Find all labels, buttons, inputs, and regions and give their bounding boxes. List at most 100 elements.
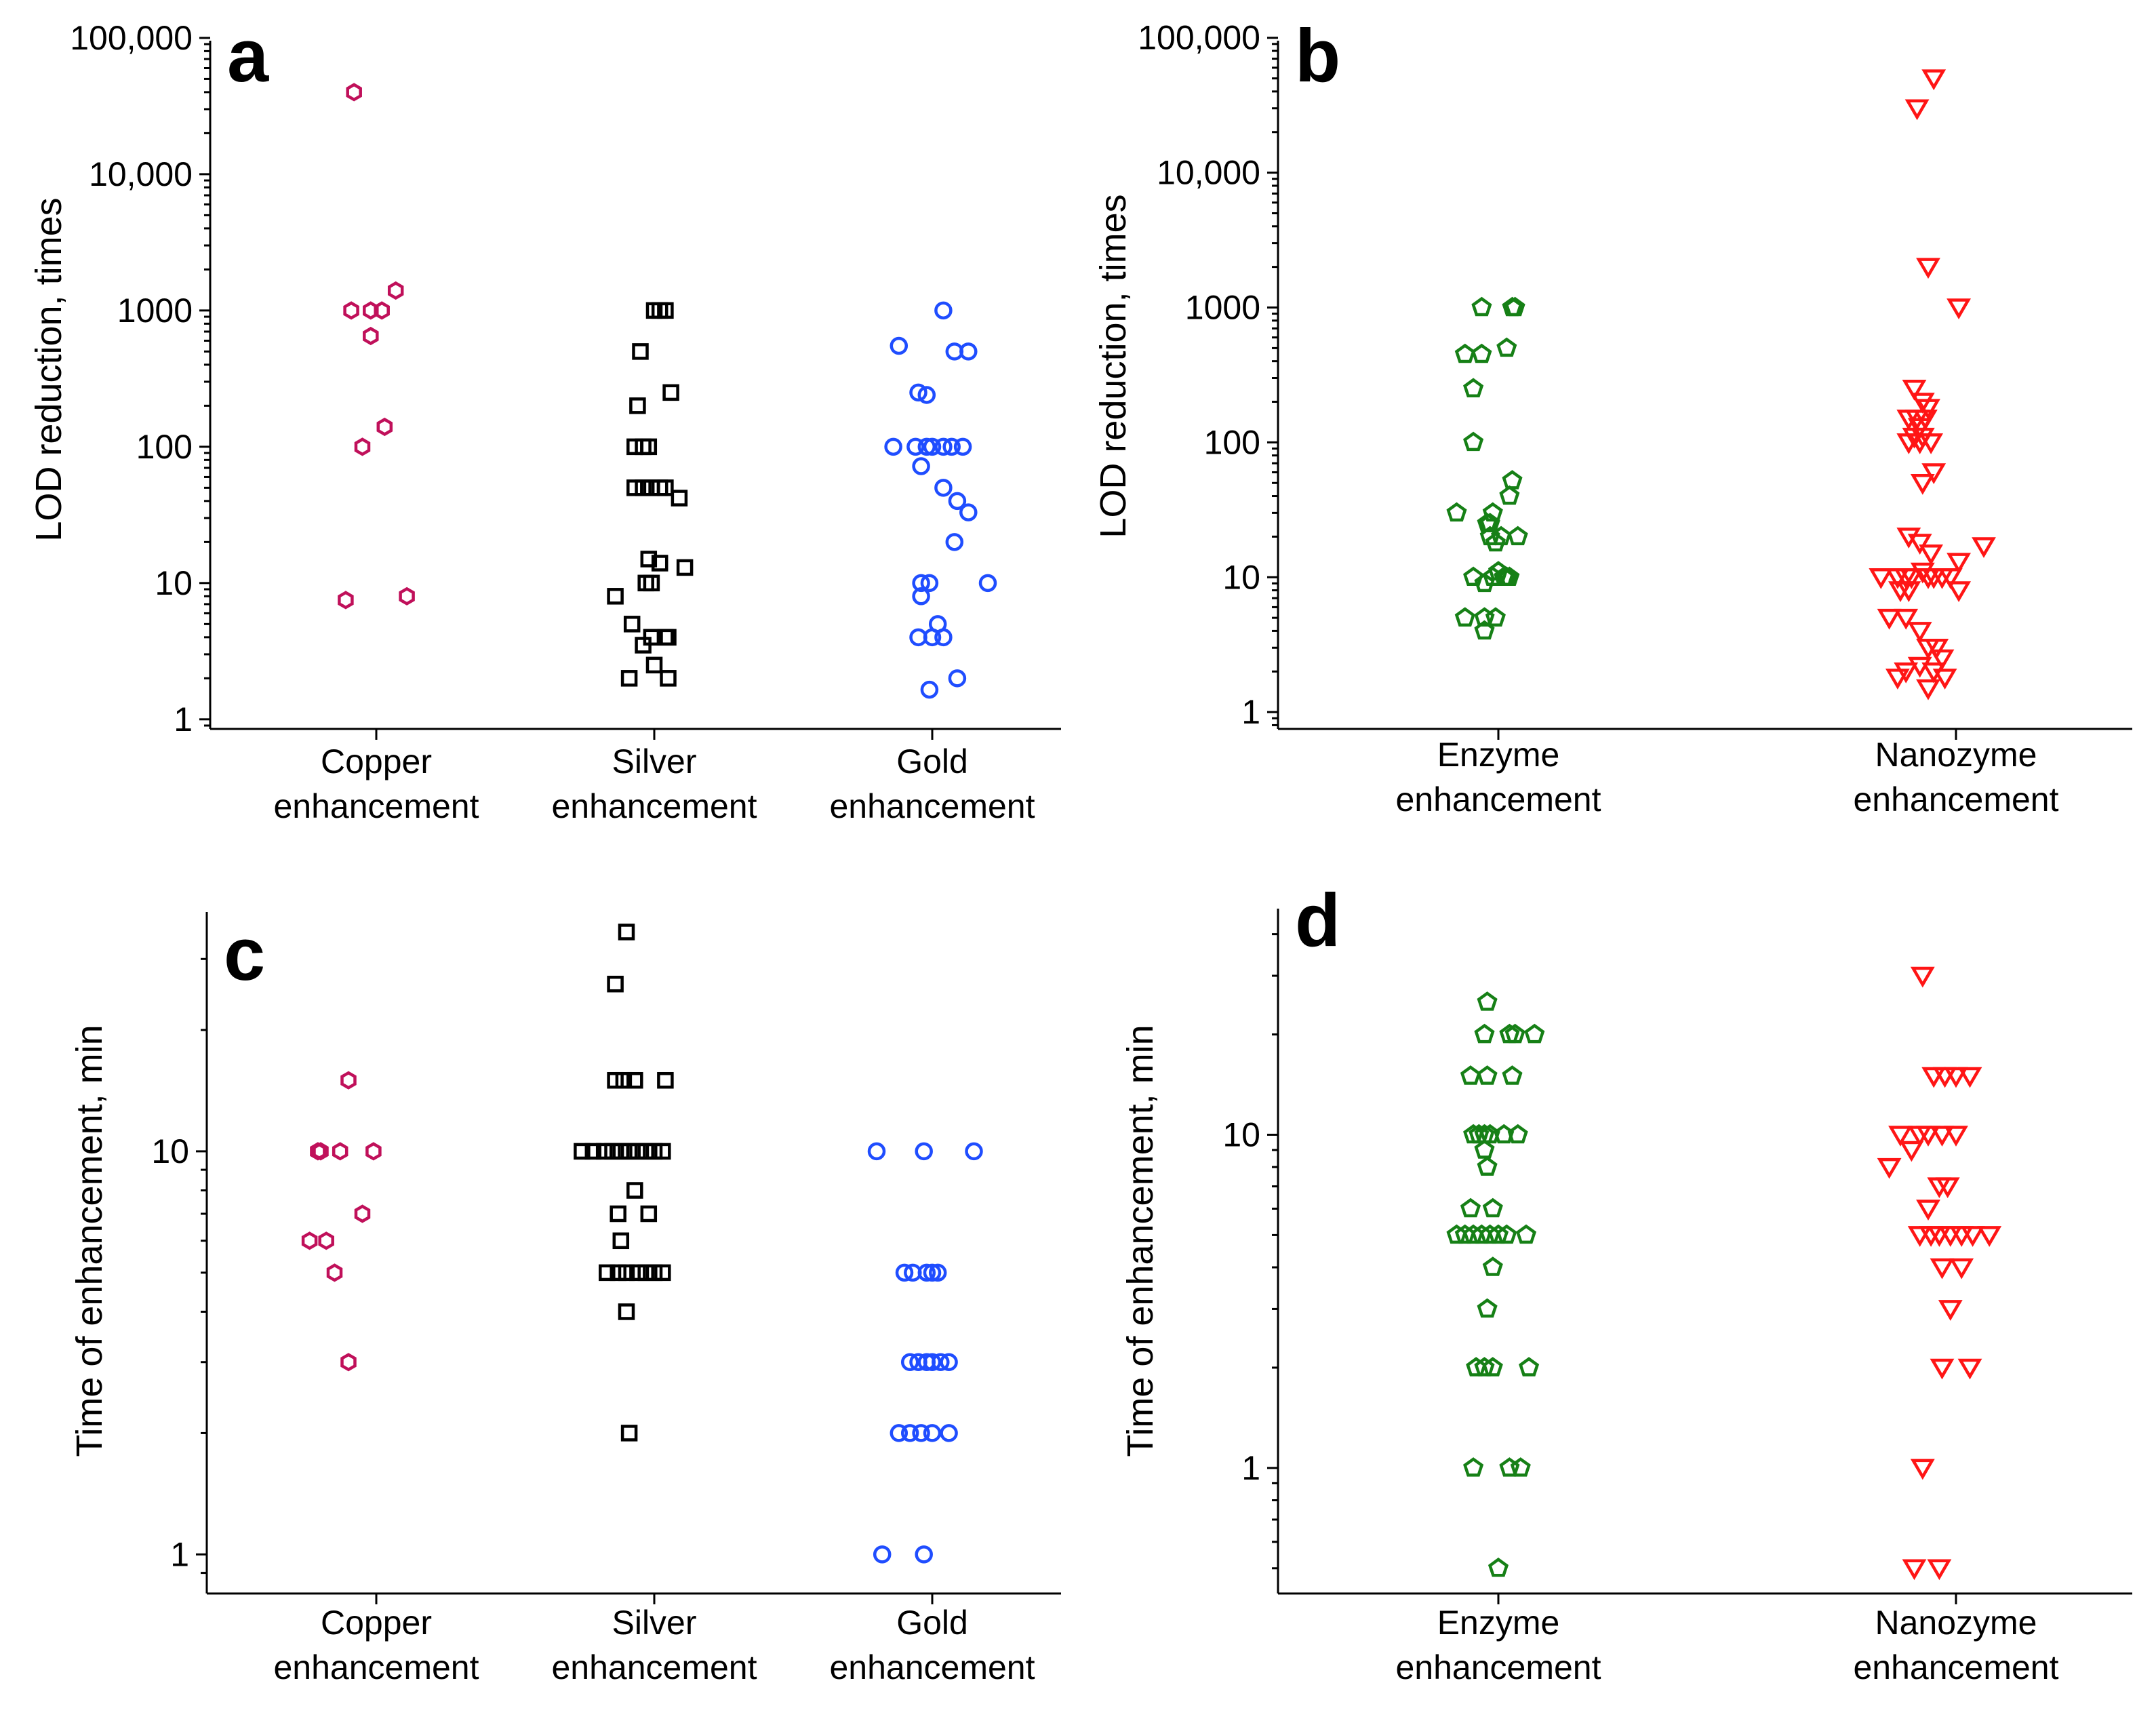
panel-d-enzyme-point: [1510, 1457, 1531, 1477]
panel-c-silver-point: [607, 1071, 624, 1089]
panel-a-gold-point: [948, 492, 967, 511]
panel-b-nanozyme-point: [1896, 528, 1921, 549]
panel-a-ytick-label: 100,000: [70, 19, 193, 57]
panel-c-category-sublabel: enhancement: [551, 1648, 757, 1686]
panel-c-silver-point: [637, 1143, 654, 1160]
panel-d-enzyme-point: [1515, 1224, 1537, 1244]
panel-d-enzyme-point: [1504, 1023, 1525, 1044]
panel-a-silver-point: [643, 479, 660, 496]
panel-a-category-sublabel: enhancement: [551, 787, 757, 825]
panel-d-nanozyme-point: [1927, 1559, 1952, 1581]
panel-c-silver-point: [620, 1143, 638, 1160]
panel-c-silver-point: [610, 1264, 626, 1282]
panel-b-nanozyme-point: [1899, 568, 1924, 589]
panel-c-ytick-label: 1: [170, 1535, 189, 1573]
panel-a-gold-point: [917, 386, 936, 404]
panel-b-nanozyme-point: [1877, 608, 1902, 630]
panel-b: b LOD reduction, times: [1093, 14, 1340, 538]
panel-c-silver-point: [584, 1143, 602, 1160]
panel-c-gold-point: [923, 1353, 942, 1372]
panel-c-silver-point: [645, 1143, 663, 1160]
panel-b-nanozyme-point: [1869, 568, 1894, 589]
panel-c-copper-point: [340, 1353, 357, 1372]
panel-d-enzyme-point: [1477, 1298, 1498, 1318]
panel-a-copper-point: [387, 281, 404, 300]
panel-c-gold-point: [917, 1263, 936, 1282]
panel-c-silver-point: [595, 1143, 613, 1160]
panel-b-ytick-label: 10,000: [1157, 154, 1260, 192]
panel-d-series-nanozyme: [1877, 966, 2002, 1581]
panel-b-enzyme-point: [1485, 532, 1506, 552]
panel-a-copper-point: [374, 301, 390, 320]
panel-d-enzyme-point: [1479, 1224, 1500, 1244]
panel-c-gold-point: [895, 1263, 914, 1282]
panel-a-silver-point: [657, 302, 674, 319]
panel-a-silver-point: [640, 551, 658, 568]
panel-c-gold-point: [873, 1545, 892, 1564]
panel-c-plot: 1 10 Copper enhancement Silver enhancement Gol…: [151, 912, 1061, 1686]
panel-c-silver-point: [618, 924, 635, 940]
panel-a-silver-point: [657, 479, 674, 496]
panel-d-nanozyme-point: [1957, 1358, 1982, 1380]
panel-c-silver-point: [618, 1264, 635, 1282]
panel-a-silver-point: [651, 555, 668, 572]
panel-d-nanozyme-point: [1957, 1067, 1982, 1088]
panel-c-copper-point: [354, 1204, 371, 1223]
panel-b-nanozyme-point: [1902, 379, 1927, 401]
panel-a-silver-point: [626, 438, 643, 456]
panel-d-nanozyme-point: [1960, 1226, 1985, 1247]
panel-d-enzyme-point: [1488, 1224, 1509, 1244]
panel-a-silver-point: [607, 588, 624, 605]
panel-b-enzyme-point: [1471, 343, 1492, 363]
panel-a-category-sublabel: enhancement: [829, 787, 1035, 825]
panel-b-nanozyme-point: [1910, 393, 1935, 414]
panel-d-enzyme-point: [1474, 1023, 1495, 1044]
panel-d-nanozyme-point: [1938, 1300, 1963, 1321]
panel-b-plot: 1 10 100 1000 10,000 100,000 Enzyme enhancement…: [1138, 19, 2132, 818]
panel-d-enzyme-point: [1477, 1156, 1498, 1176]
panel-c-category-label: Gold: [896, 1604, 968, 1642]
panel-b-enzyme-point: [1471, 296, 1492, 317]
panel-a-copper-point: [346, 83, 362, 102]
panel-a-copper-point: [363, 326, 379, 346]
panel-d-enzyme-point: [1482, 1197, 1503, 1218]
panel-b-nanozyme-point: [1947, 553, 1972, 574]
panel-a-gold-point: [912, 587, 930, 606]
panel-d-enzyme-point: [1502, 1065, 1523, 1085]
panel-d-nanozyme-point: [1930, 1258, 1955, 1280]
panel-d-enzyme-point: [1474, 1357, 1495, 1377]
panel-b-series-nanozyme: [1869, 69, 1996, 700]
panel-d-series-enzyme: [1446, 991, 1545, 1577]
panel-a-silver-point: [660, 629, 677, 646]
panel-d-plot: 1 10 Enzyme enhancement Nanozyme enhancement: [1222, 909, 2132, 1686]
panel-c-gold-point: [965, 1142, 983, 1161]
panel-b-nanozyme-point: [1932, 669, 1957, 690]
panel-b-nanozyme-point: [1938, 568, 1963, 589]
panel-c-gold-point: [900, 1353, 919, 1372]
panel-b-enzyme-point: [1479, 513, 1500, 532]
panel-d-enzyme-point: [1463, 1224, 1484, 1244]
panel-a-silver-point: [643, 574, 660, 592]
panel-d-enzyme-point: [1482, 1357, 1503, 1377]
panel-a-copper-point: [354, 437, 371, 456]
panel-letter-a: a: [227, 14, 269, 98]
panel-a-category-label: Gold: [896, 742, 968, 780]
panel-d-nanozyme-point: [1888, 1126, 1913, 1147]
panel-a-gold-point: [945, 533, 964, 551]
panel-a-silver-point: [645, 656, 663, 674]
panel-a-copper-point: [338, 591, 354, 610]
panel-c-gold-point: [900, 1424, 919, 1442]
panel-a-gold-point: [884, 437, 902, 456]
panel-a-gold-point: [953, 437, 972, 456]
panel-c-silver-point: [657, 1071, 674, 1089]
panel-a-category-label: Silver: [612, 742, 696, 780]
panel-a-gold-point: [934, 628, 953, 647]
panel-b-ylabel: LOD reduction, times: [1093, 194, 1134, 538]
panel-a-gold-point: [948, 669, 967, 688]
panel-b-enzyme-point: [1463, 378, 1484, 398]
panel-d-category-label: Nanozyme: [1875, 1604, 2037, 1642]
panel-a-ytick-label: 10,000: [89, 155, 193, 193]
panel-b-nanozyme-point: [1947, 298, 1972, 319]
panel-b-nanozyme-point: [1894, 608, 1919, 630]
panel-d-nanozyme-point: [1902, 1559, 1927, 1581]
